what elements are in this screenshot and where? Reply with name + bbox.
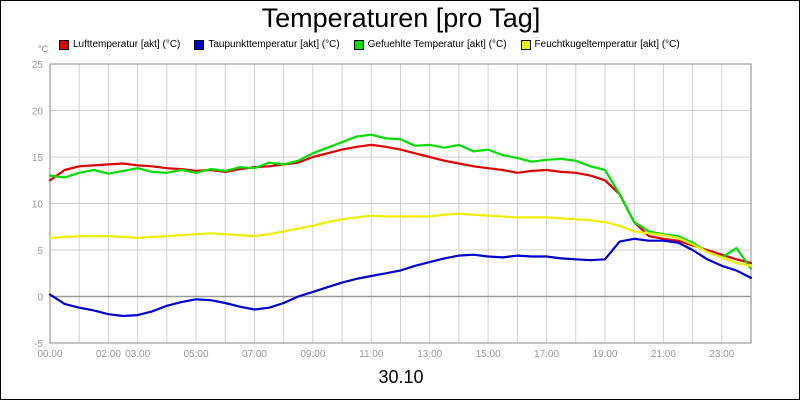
chart-title: Temperaturen [pro Tag] [261,3,541,33]
x-tick-label: 02:00 [96,349,121,360]
legend: Lufttemperatur [akt] (°C) Taupunkttemper… [59,39,680,50]
plot-frame [49,63,752,344]
x-tick-label: 05:00 [184,349,209,360]
series-line-2 [48,133,753,270]
y-tick-label: 25 [32,60,44,71]
y-tick-label: 0 [37,293,43,304]
x-tick-label: 19:00 [592,349,617,360]
series-line-1 [48,237,753,318]
legend-swatch-lufttemperatur [59,39,69,50]
legend-label-lufttemperatur: Lufttemperatur [akt] (°C) [73,39,181,50]
legend-item-taupunkttemperatur: Taupunkttemperatur [akt] (°C) [194,39,340,50]
legend-label-feuchtkugeltemperatur: Feuchtkugeltemperatur [akt] (°C) [534,39,680,50]
legend-item-lufttemperatur: Lufttemperatur [akt] (°C) [59,39,180,50]
y-tick-label: 10 [32,200,44,211]
x-tick-label: 11:00 [359,349,384,360]
y-tick-label: -5 [34,339,43,350]
x-axis-date-label: 30.10 [378,367,424,387]
y-tick-label: 5 [37,246,43,257]
legend-swatch-taupunkttemperatur [194,39,205,50]
x-tick-label: 15:00 [476,349,501,360]
legend-label-gefuehlte-temperatur: Gefuehlte Temperatur [akt] (°C) [367,39,507,50]
y-axis-unit-label: °C [38,44,49,54]
y-tick-label: 15 [32,153,44,164]
x-tick-label: 13:00 [417,349,442,360]
series-line-3 [48,212,753,267]
x-tick-label: 00:00 [37,349,62,360]
x-tick-label: 21:00 [651,349,676,360]
x-tick-label: 03:00 [125,349,150,360]
legend-swatch-feuchtkugeltemperatur [520,39,531,50]
x-tick-label: 09:00 [300,349,325,360]
legend-label-taupunkttemperatur: Taupunkttemperatur [akt] (°C) [208,39,340,50]
legend-item-feuchtkugeltemperatur: Feuchtkugeltemperatur [akt] (°C) [520,39,680,50]
x-tick-label: 07:00 [242,349,267,360]
legend-item-gefuehlte-temperatur: Gefuehlte Temperatur [akt] (°C) [353,39,507,50]
x-tick-label: 17:00 [534,349,559,360]
x-tick-label: 23:00 [709,349,734,360]
legend-swatch-gefuehlte-temperatur [353,39,364,50]
y-tick-label: 20 [32,107,44,118]
